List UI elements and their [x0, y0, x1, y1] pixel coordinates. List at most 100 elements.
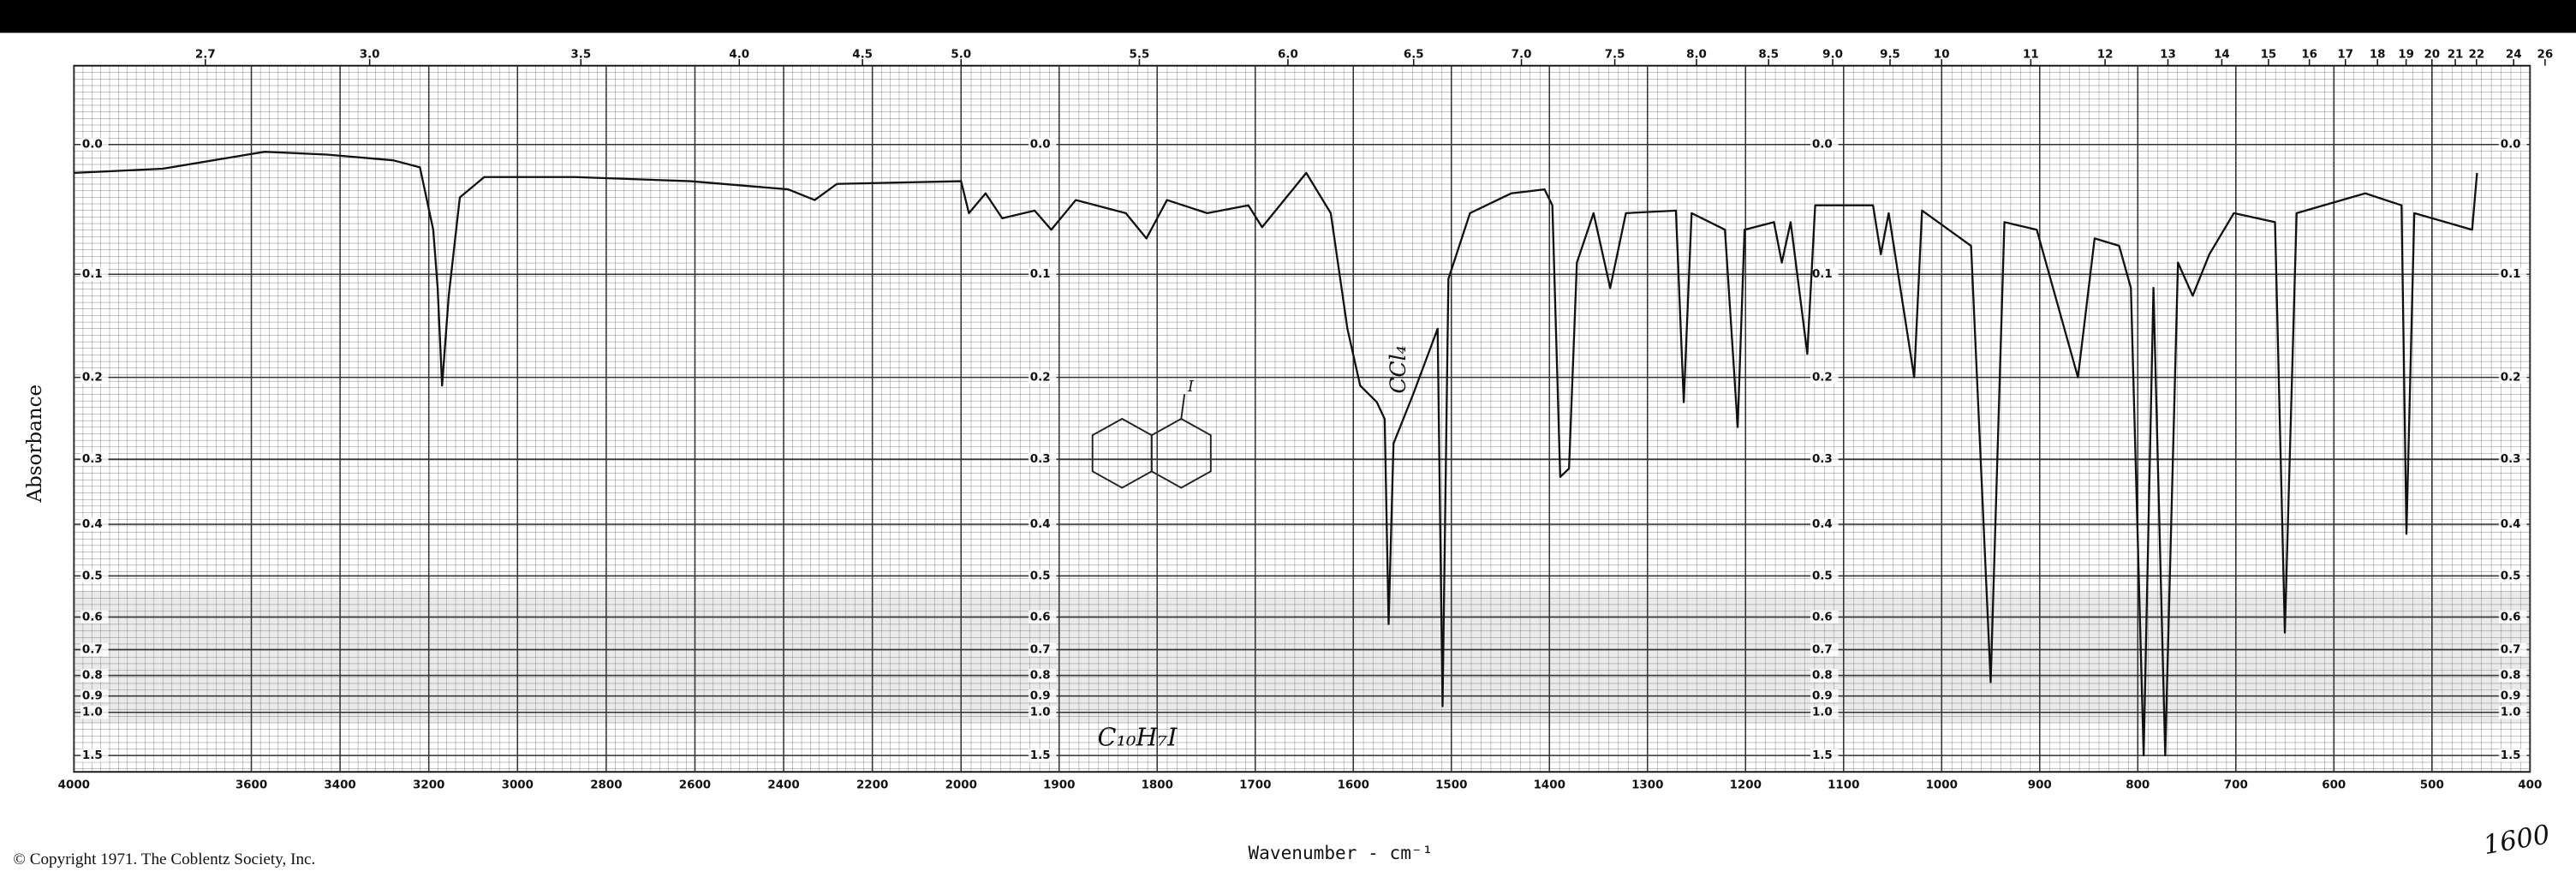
- y-tick-label: 0.0: [82, 139, 103, 152]
- copyright: © Copyright 1971. The Coblentz Society, …: [13, 850, 315, 868]
- x2-tick-label: 11: [2023, 48, 2039, 61]
- x2-tick-label: 9.5: [1880, 48, 1900, 61]
- x2-tick-label: 5.5: [1130, 48, 1150, 61]
- y-tick-label: 0.3: [1030, 453, 1051, 466]
- y-tick-label: 0.4: [1812, 518, 1833, 531]
- x-tick-label: 700: [2224, 779, 2248, 792]
- x2-tick-label: 4.5: [852, 48, 873, 61]
- tick-label-bg: [2498, 610, 2527, 624]
- tick-label-bg: [2498, 452, 2527, 466]
- x2-tick-label: 21: [2448, 48, 2464, 61]
- x2-tick-label: 4.0: [729, 48, 749, 61]
- x-tick-label: 1600: [1338, 779, 1369, 792]
- y-tick-label: 0.8: [1812, 670, 1833, 683]
- y-tick-label: 0.9: [1030, 690, 1051, 703]
- x2-tick-label: 16: [2301, 48, 2317, 61]
- y-tick-label: 0.1: [1812, 268, 1833, 281]
- y-tick-label: 0.2: [2501, 372, 2521, 385]
- y-tick-label: 0.9: [1812, 690, 1833, 703]
- x-tick-label: 3200: [413, 779, 444, 792]
- tick-label-bg: [80, 689, 109, 703]
- tick-label-bg: [1028, 610, 1057, 624]
- x2-tick-label: 19: [2398, 48, 2414, 61]
- y-tick-label: 0.8: [1030, 670, 1051, 683]
- x-tick-label: 2600: [679, 779, 711, 792]
- y-tick-label: 0.6: [82, 611, 103, 623]
- tick-label-bg: [2498, 706, 2527, 719]
- x-axis-label: Wavenumber - cm⁻¹: [1248, 842, 1433, 863]
- x-tick-label: 2800: [590, 779, 622, 792]
- x-tick-label: 3600: [236, 779, 267, 792]
- tick-label-bg: [80, 138, 109, 152]
- y-tick-label: 0.1: [82, 268, 103, 281]
- x-tick-label: 1100: [1828, 779, 1859, 792]
- x-tick-label: 400: [2518, 779, 2542, 792]
- y-tick-label: 0.5: [2501, 570, 2521, 582]
- tick-label-bg: [2498, 642, 2527, 657]
- tick-label-bg: [1810, 517, 1839, 531]
- y-tick-label: 1.5: [82, 749, 103, 762]
- tick-label-bg: [1810, 668, 1839, 683]
- y-tick-label: 0.7: [2501, 643, 2521, 656]
- tick-label-bg: [1810, 610, 1839, 624]
- y-tick-label: 0.2: [82, 372, 103, 385]
- x2-tick-label: 2.7: [195, 48, 216, 61]
- x-tick-label: 1300: [1631, 779, 1663, 792]
- tick-label-bg: [80, 749, 109, 762]
- x-tick-label: 1800: [1142, 779, 1173, 792]
- y-tick-label: 1.0: [1812, 707, 1833, 719]
- x-tick-label: 1900: [1043, 779, 1075, 792]
- x2-tick-label: 18: [2370, 48, 2386, 61]
- y-tick-label: 0.1: [1030, 268, 1051, 281]
- x-tick-label: 1500: [1435, 779, 1467, 792]
- y-tick-label: 0.5: [1030, 570, 1051, 582]
- y-tick-label: 0.0: [2501, 139, 2521, 152]
- y-tick-label: 0.6: [2501, 611, 2521, 623]
- x-tick-label: 600: [2322, 779, 2346, 792]
- y-tick-label: 0.6: [1812, 611, 1833, 623]
- structure-drawing: [1091, 394, 1212, 489]
- x-tick-label: 900: [2028, 779, 2052, 792]
- tick-label-bg: [2498, 267, 2527, 281]
- tick-label-bg: [1810, 370, 1839, 385]
- y-tick-label: 1.5: [2501, 749, 2521, 762]
- tick-label-bg: [1028, 749, 1057, 762]
- x-tick-label: 3000: [502, 779, 534, 792]
- tick-label-bg: [1028, 706, 1057, 719]
- y-tick-label: 0.1: [2501, 268, 2521, 281]
- y-tick-label: 0.6: [1030, 611, 1051, 623]
- tick-label-bg: [1810, 267, 1839, 281]
- tick-label-bg: [2498, 138, 2527, 152]
- y-tick-label: 0.3: [2501, 453, 2521, 466]
- tick-label-bg: [1810, 689, 1839, 703]
- y-tick-label: 0.5: [1812, 570, 1833, 582]
- tick-label-bg: [1810, 452, 1839, 466]
- tick-label-bg: [1028, 138, 1057, 152]
- x2-tick-label: 20: [2424, 48, 2440, 61]
- y-tick-label: 0.7: [1030, 643, 1051, 656]
- x2-tick-label: 13: [2160, 48, 2176, 61]
- spectrum-line: [74, 151, 2478, 757]
- tick-label-bg: [1810, 642, 1839, 657]
- tick-label-bg: [2498, 517, 2527, 531]
- x2-tick-label: 5.0: [951, 48, 971, 61]
- x-tick-label: 3400: [324, 779, 355, 792]
- y-tick-label: 0.8: [82, 670, 103, 683]
- shade-band: [74, 591, 2531, 723]
- tick-label-bg: [80, 370, 109, 385]
- x2-tick-label: 8.5: [1758, 48, 1779, 61]
- y-tick-label: 0.3: [1812, 453, 1833, 466]
- y-tick-label: 0.2: [1812, 372, 1833, 385]
- tick-label-bg: [1810, 138, 1839, 152]
- tick-label-bg: [80, 517, 109, 531]
- x2-tick-label: 6.0: [1278, 48, 1298, 61]
- y-tick-label: 0.7: [1812, 643, 1833, 656]
- tick-label-bg: [2498, 749, 2527, 762]
- y-tick-label: 1.0: [1030, 707, 1051, 719]
- top-band: [0, 0, 2576, 33]
- x-tick-label: 500: [2420, 779, 2444, 792]
- x2-tick-label: 14: [2214, 48, 2230, 61]
- tick-label-bg: [2498, 569, 2527, 583]
- tick-label-bg: [1028, 267, 1057, 281]
- x-tick-label: 1700: [1239, 779, 1271, 792]
